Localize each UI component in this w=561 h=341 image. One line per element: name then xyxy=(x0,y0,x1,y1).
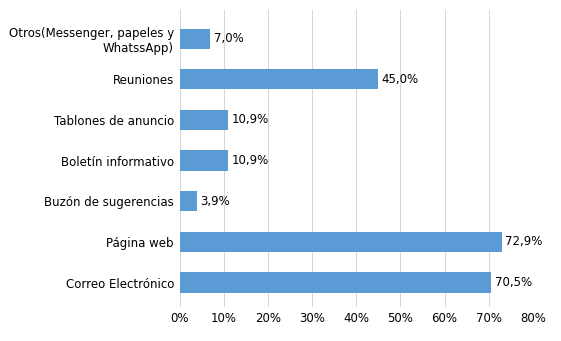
Bar xyxy=(180,272,491,293)
Bar xyxy=(180,110,228,130)
Text: 7,0%: 7,0% xyxy=(214,32,243,45)
Bar xyxy=(180,29,210,49)
Text: 10,9%: 10,9% xyxy=(231,154,269,167)
Text: 10,9%: 10,9% xyxy=(231,114,269,127)
Bar xyxy=(180,232,502,252)
Bar xyxy=(180,150,228,171)
Text: 70,5%: 70,5% xyxy=(494,276,532,289)
Bar xyxy=(180,69,378,89)
Text: 45,0%: 45,0% xyxy=(382,73,419,86)
Text: 3,9%: 3,9% xyxy=(200,195,230,208)
Text: 72,9%: 72,9% xyxy=(505,235,542,248)
Bar xyxy=(180,191,197,211)
